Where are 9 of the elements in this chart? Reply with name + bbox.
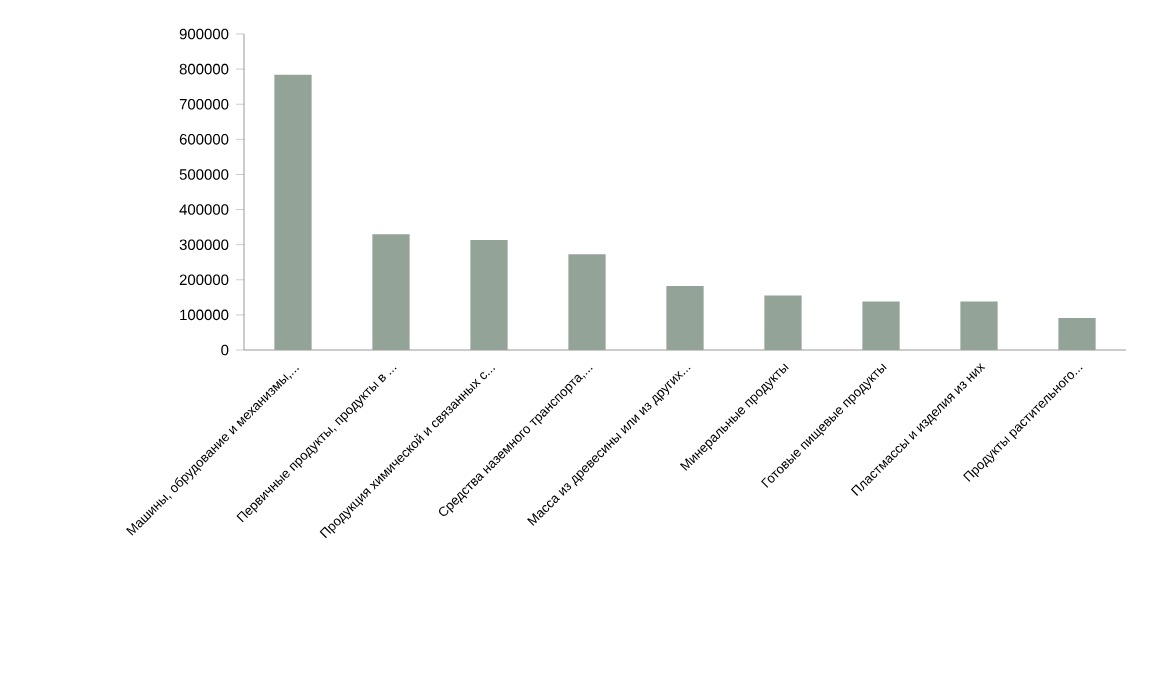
bar (372, 234, 410, 350)
bar (1058, 318, 1096, 350)
bar (862, 301, 900, 350)
bar (568, 254, 606, 350)
bar (764, 295, 802, 350)
bar (274, 74, 312, 350)
bar (666, 286, 704, 350)
bar (470, 240, 508, 350)
bar (960, 301, 998, 350)
